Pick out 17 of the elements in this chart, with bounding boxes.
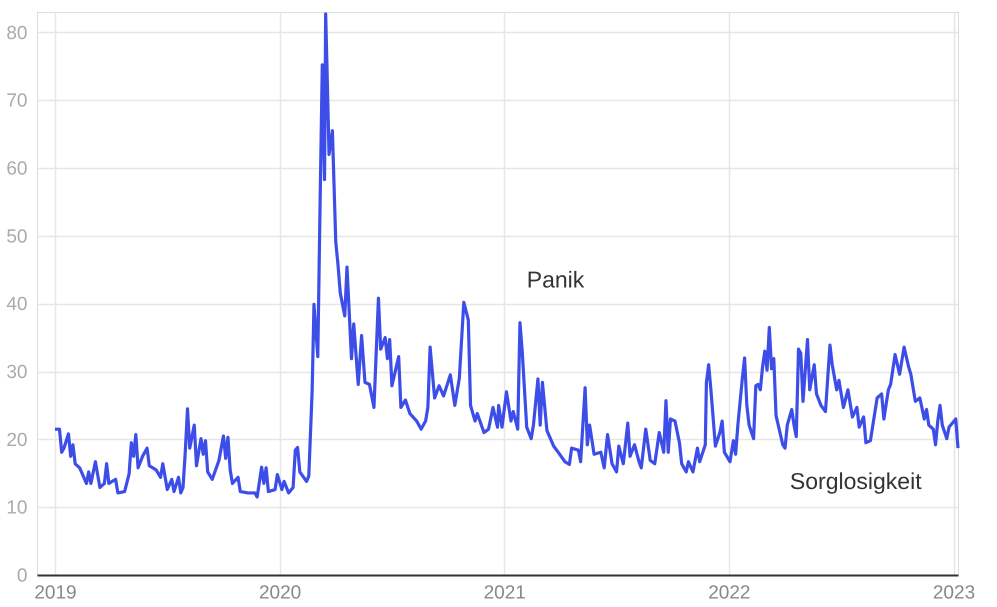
y-tick-label: 10	[6, 498, 28, 519]
y-tick-label: 0	[16, 566, 28, 586]
x-tick-label: 2019	[34, 582, 77, 604]
y-tick-label: 30	[6, 362, 28, 384]
annotation: Panik	[526, 266, 585, 293]
x-tick-label: 2022	[708, 582, 751, 604]
y-tick-label: 20	[6, 430, 28, 451]
line-series	[53, 12, 960, 499]
y-tick-label: 40	[6, 294, 28, 316]
x-tick-label: 2020	[258, 582, 302, 604]
x-tick-label: 2021	[484, 582, 526, 604]
y-tick-label: 50	[6, 226, 28, 248]
y-tick-label: 60	[6, 158, 28, 180]
x-tick-label: 2023	[932, 582, 976, 604]
annotation: Sorglosigkeit	[790, 468, 922, 494]
y-tick-label: 70	[6, 90, 28, 112]
y-tick-label: 80	[6, 22, 28, 44]
